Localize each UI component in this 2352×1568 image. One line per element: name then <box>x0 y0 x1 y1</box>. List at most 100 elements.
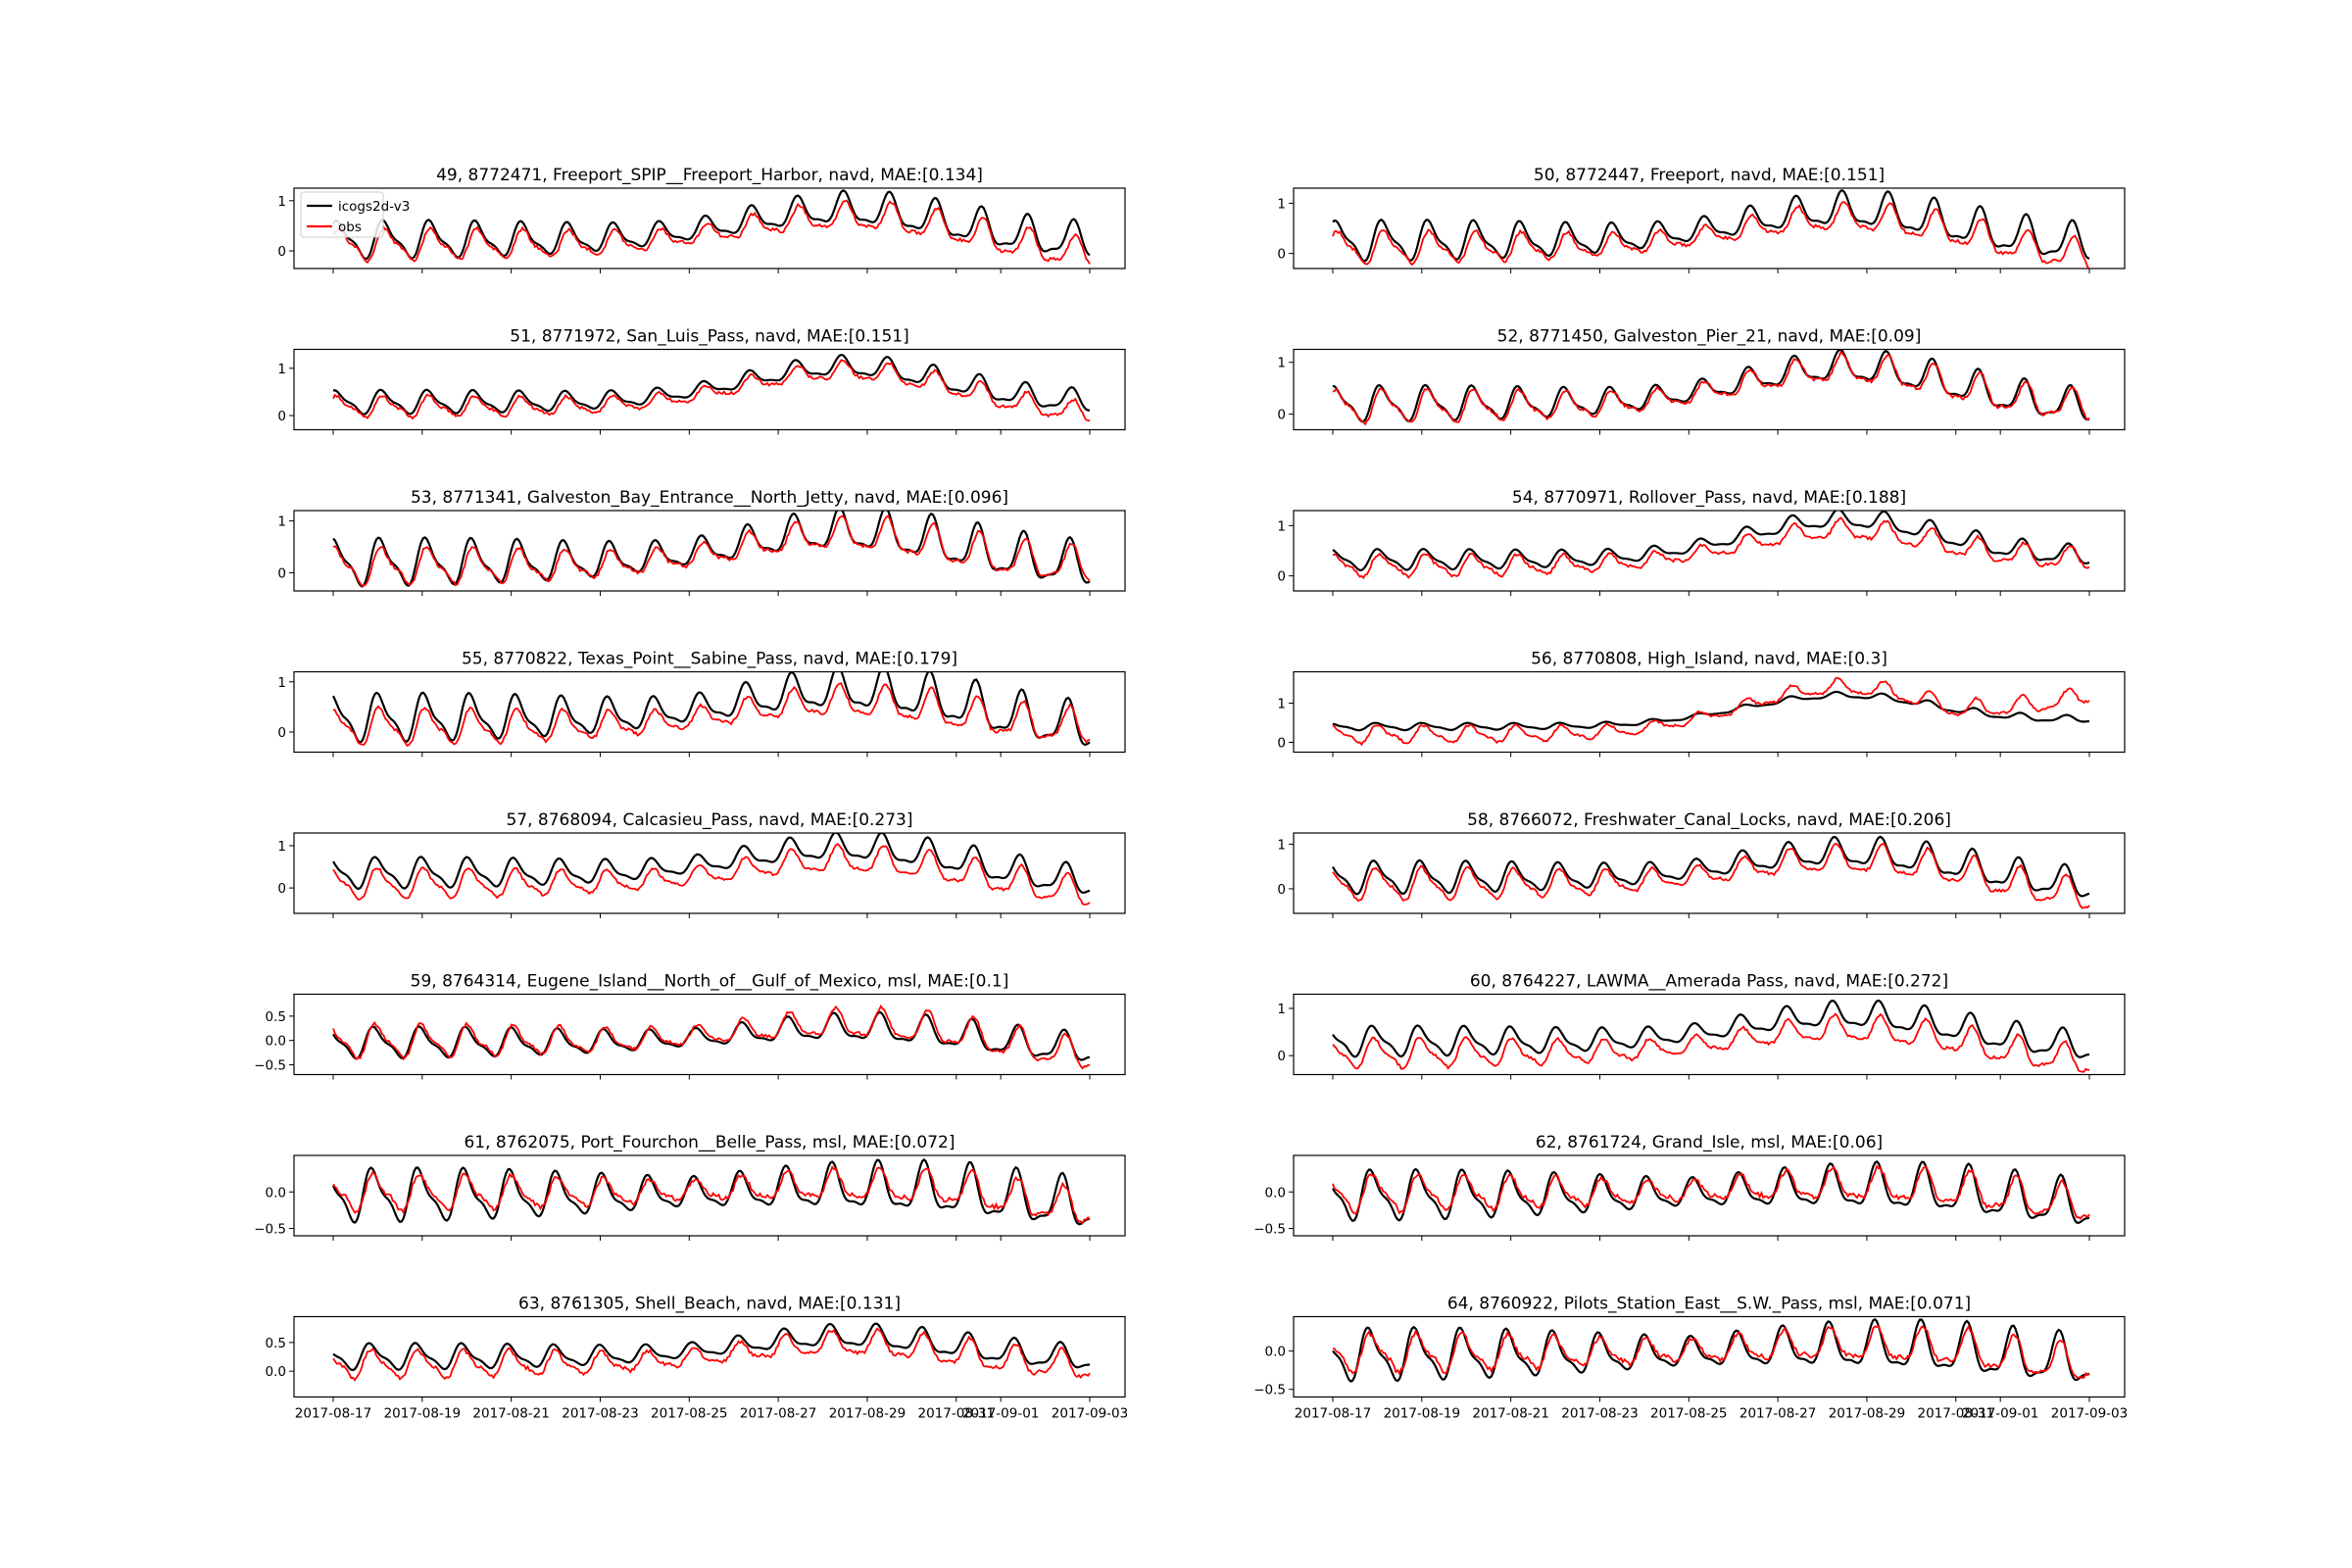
y-tick-label: 0 <box>277 409 286 424</box>
series-line-icogs2d-v3 <box>332 1322 1091 1372</box>
y-tick-label: 0.0 <box>266 1364 286 1380</box>
plot-frame <box>1293 670 2126 754</box>
series-line-icogs2d-v3 <box>332 671 1091 746</box>
series-line-obs <box>1332 1324 2090 1380</box>
panel-title: 64, 8760922, Pilots_Station_East__S.W._P… <box>1447 1295 1971 1314</box>
panel-4: 52, 8771450, Galveston_Pier_21, navd, MA… <box>1277 327 2126 435</box>
y-tick-label: −0.5 <box>254 1222 286 1238</box>
plot-frame <box>1293 832 2126 914</box>
x-tick-label: 2017-09-01 <box>1962 1406 2038 1422</box>
y-tick-label: 0.5 <box>266 1336 286 1351</box>
panel-10: 58, 8766072, Freshwater_Canal_Locks, nav… <box>1277 810 2126 918</box>
panel-title: 53, 8771341, Galveston_Bay_Entrance__Nor… <box>411 488 1008 508</box>
series-line-obs <box>332 1165 1091 1225</box>
panel-12: 60, 8764227, LAWMA__Amerada Pass, navd, … <box>1277 972 2126 1080</box>
panel-13: 61, 8762075, Port_Fourchon__Belle_Pass, … <box>254 1133 1126 1241</box>
plot-frame <box>1293 187 2126 270</box>
series-line-obs <box>332 199 1091 265</box>
x-tick-label: 2017-08-19 <box>384 1406 461 1422</box>
plot-frame <box>293 348 1126 431</box>
y-tick-label: 0 <box>277 881 286 897</box>
y-tick-label: 1 <box>1277 697 1286 712</box>
panel-6: 54, 8770971, Rollover_Pass, navd, MAE:[0… <box>1277 488 2126 596</box>
y-tick-label: 0 <box>1277 569 1286 585</box>
x-tick-label: 2017-08-25 <box>1650 1406 1727 1422</box>
panel-title: 60, 8764227, LAWMA__Amerada Pass, navd, … <box>1470 972 1948 992</box>
panel-title: 56, 8770808, High_Island, navd, MAE:[0.3… <box>1531 650 1887 669</box>
panel-14: 62, 8761724, Grand_Isle, msl, MAE:[0.06]… <box>1253 1133 2126 1241</box>
y-tick-label: 1 <box>1277 518 1286 534</box>
series-line-obs <box>1332 676 2090 747</box>
plot-frame <box>293 510 1126 592</box>
series-line-obs <box>1332 1164 2090 1220</box>
x-tick-label: 2017-08-23 <box>1561 1406 1638 1422</box>
legend-label-icogs2d-v3: icogs2d-v3 <box>338 199 410 215</box>
plot-frame <box>293 832 1126 914</box>
y-tick-label: 0 <box>277 725 286 741</box>
panel-title: 58, 8766072, Freshwater_Canal_Locks, nav… <box>1467 810 1951 830</box>
x-tick-label: 2017-08-31 <box>918 1406 995 1422</box>
series-line-obs <box>1332 842 2090 909</box>
panel-title: 54, 8770971, Rollover_Pass, navd, MAE:[0… <box>1512 488 1906 508</box>
x-tick-label: 2017-08-23 <box>562 1406 638 1422</box>
x-tick-label: 2017-08-17 <box>1295 1406 1371 1422</box>
x-tick-label: 2017-09-03 <box>2051 1406 2128 1422</box>
x-tick-label: 2017-08-25 <box>651 1406 727 1422</box>
x-tick-label: 2017-08-21 <box>472 1406 549 1422</box>
x-tick-label: 2017-08-17 <box>295 1406 371 1422</box>
x-tick-label: 2017-09-03 <box>1052 1406 1128 1422</box>
plot-frame <box>293 993 1126 1076</box>
series-line-obs <box>1332 201 2090 269</box>
x-tick-label: 2017-08-27 <box>1740 1406 1816 1422</box>
panel-2: 50, 8772447, Freeport, navd, MAE:[0.151]… <box>1277 166 2126 273</box>
x-tick-label: 2017-08-27 <box>740 1406 816 1422</box>
series-line-icogs2d-v3 <box>332 353 1090 416</box>
series-line-icogs2d-v3 <box>1332 1159 2090 1225</box>
y-tick-label: 1 <box>1277 196 1286 212</box>
panel-15: 63, 8761305, Shell_Beach, navd, MAE:[0.1… <box>266 1295 1129 1422</box>
plot-frame <box>1293 1315 2126 1398</box>
y-tick-label: 1 <box>277 362 286 377</box>
series-line-icogs2d-v3 <box>1332 690 2090 732</box>
y-tick-label: 0 <box>1277 1049 1286 1064</box>
y-tick-label: −0.5 <box>1253 1383 1286 1398</box>
y-tick-label: 1 <box>1277 837 1286 853</box>
y-tick-label: 1 <box>277 514 286 530</box>
panel-title: 62, 8761724, Grand_Isle, msl, MAE:[0.06] <box>1536 1133 1883 1152</box>
y-tick-label: 0.0 <box>266 1034 286 1050</box>
y-tick-label: 0 <box>1277 247 1286 263</box>
plot-frame <box>293 1154 1126 1237</box>
y-tick-label: 1 <box>1277 356 1286 371</box>
y-tick-label: 0 <box>1277 736 1286 752</box>
series-line-obs <box>1332 516 2090 580</box>
panel-title: 51, 8771972, San_Luis_Pass, navd, MAE:[0… <box>510 327 908 347</box>
y-tick-label: 0.0 <box>1265 1185 1286 1200</box>
y-tick-label: 0 <box>277 244 286 260</box>
x-tick-label: 2017-08-21 <box>1472 1406 1548 1422</box>
plot-frame <box>1293 510 2126 592</box>
plot-frame <box>1293 348 2126 431</box>
panel-8: 56, 8770808, High_Island, navd, MAE:[0.3… <box>1277 650 2126 758</box>
y-tick-label: 0.0 <box>266 1185 286 1200</box>
panel-11: 59, 8764314, Eugene_Island__North_of__Gu… <box>254 972 1126 1080</box>
x-tick-label: 2017-08-29 <box>1829 1406 1905 1422</box>
series-line-icogs2d-v3 <box>1332 189 2090 263</box>
y-tick-label: 1 <box>277 675 286 691</box>
series-line-obs <box>332 1327 1091 1382</box>
series-line-obs <box>1332 350 2090 426</box>
panel-9: 57, 8768094, Calcasieu_Pass, navd, MAE:[… <box>277 810 1126 918</box>
legend-label-obs: obs <box>338 220 362 235</box>
panel-title: 61, 8762075, Port_Fourchon__Belle_Pass, … <box>464 1133 955 1152</box>
x-tick-label: 2017-08-29 <box>829 1406 906 1422</box>
y-tick-label: 1 <box>277 194 286 210</box>
plot-frame <box>1293 1154 2126 1237</box>
y-tick-label: −0.5 <box>1253 1222 1286 1238</box>
panel-title: 59, 8764314, Eugene_Island__North_of__Gu… <box>411 972 1009 992</box>
x-tick-label: 2017-09-01 <box>962 1406 1039 1422</box>
panel-title: 50, 8772447, Freeport, navd, MAE:[0.151] <box>1534 166 1885 185</box>
panel-16: 64, 8760922, Pilots_Station_East__S.W._P… <box>1253 1295 2128 1422</box>
y-tick-label: 0 <box>1277 882 1286 898</box>
panel-title: 52, 8771450, Galveston_Pier_21, navd, MA… <box>1497 327 1922 347</box>
y-tick-label: 1 <box>1277 1002 1286 1017</box>
